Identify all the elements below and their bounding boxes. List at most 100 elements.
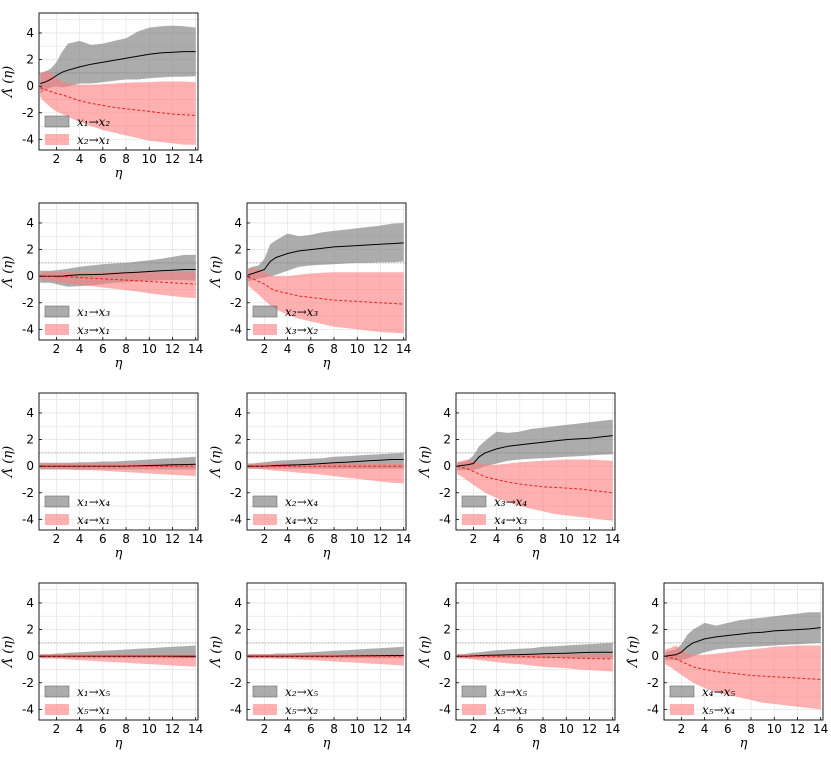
x-tick-label: 4 <box>76 342 84 356</box>
panel-5: 2 4 6 8 10 12 14 -4 -2 0 2 4 η Λ̂ (η) x₂→x₄ x₄→x₂ <box>209 392 411 561</box>
plot-area <box>457 642 613 672</box>
x-tick-label: 8 <box>122 152 130 166</box>
legend-label: x₅→x₄ <box>702 703 735 717</box>
x-tick-label: 4 <box>493 532 501 546</box>
x-tick-label: 14 <box>396 342 411 356</box>
y-tick-label: 2 <box>443 433 451 447</box>
series-line <box>40 275 196 285</box>
legend-swatch <box>253 514 277 525</box>
y-tick-label: 2 <box>234 243 242 257</box>
x-tick-label: 6 <box>516 532 524 546</box>
panel-3: 2 4 6 8 10 12 14 -4 -2 0 2 4 η Λ̂ (η) x₂→x₃ x₃→x₂ <box>209 202 411 371</box>
x-tick-label: 6 <box>99 532 107 546</box>
y-axis-label: Λ̂ (η) <box>626 636 641 668</box>
y-tick-label: 2 <box>234 623 242 637</box>
x-axis-label: η <box>323 736 331 751</box>
legend-swatch <box>461 495 487 508</box>
x-tick-label: 2 <box>53 532 61 546</box>
legend-label: x₅→x₃ <box>494 703 527 717</box>
legend-label: x₃→x₄ <box>494 495 527 509</box>
axes-frame <box>246 582 407 721</box>
x-tick-label: 4 <box>493 722 501 736</box>
legend-swatch <box>462 704 486 715</box>
y-tick-label: 2 <box>26 433 34 447</box>
confidence-band <box>457 419 613 471</box>
x-tick-label: 8 <box>330 722 338 736</box>
y-axis-label: Λ̂ (η) <box>1 66 16 98</box>
x-axis-label: η <box>115 546 123 561</box>
y-axis-label: Λ̂ (η) <box>209 256 224 288</box>
x-tick-label: 12 <box>165 342 180 356</box>
legend-label: x₃→x₁ <box>77 323 110 337</box>
legend-swatch <box>253 324 277 335</box>
series-line <box>457 651 613 657</box>
plot-area <box>457 419 613 521</box>
series-line <box>40 87 196 116</box>
legend-swatch <box>461 685 487 698</box>
x-tick-label: 12 <box>582 722 597 736</box>
x-tick-label: 4 <box>76 532 84 546</box>
x-tick-label: 10 <box>559 532 574 546</box>
legend-swatch <box>45 704 69 715</box>
confidence-band <box>248 223 404 282</box>
legend-swatch <box>45 514 69 525</box>
confidence-band <box>248 654 404 666</box>
series-line <box>665 655 821 680</box>
confidence-band <box>40 272 196 299</box>
legend-swatch <box>252 495 278 508</box>
x-tick-label: 14 <box>396 532 411 546</box>
series-line <box>40 51 196 84</box>
y-tick-label: -2 <box>230 676 242 690</box>
x-tick-label: 6 <box>307 532 315 546</box>
y-tick-label: 2 <box>26 53 34 67</box>
confidence-band <box>40 463 196 477</box>
y-tick-label: -2 <box>22 676 34 690</box>
y-axis-label: Λ̂ (η) <box>1 446 16 478</box>
x-tick-label: 8 <box>330 532 338 546</box>
x-tick-label: 4 <box>284 532 292 546</box>
y-tick-label: -2 <box>230 296 242 310</box>
panel-9: 2 4 6 8 10 12 14 -4 -2 0 2 4 η Λ̂ (η) x₃→x₅ x₅→x₃ <box>418 582 620 751</box>
legend: x₁→x₃ x₃→x₁ <box>44 305 110 337</box>
confidence-band <box>665 612 821 661</box>
legend-label: x₄→x₁ <box>77 513 110 527</box>
y-tick-label: 4 <box>234 406 242 420</box>
legend: x₁→x₅ x₅→x₁ <box>44 685 110 717</box>
x-tick-label: 10 <box>767 722 782 736</box>
y-tick-label: 4 <box>26 406 34 420</box>
legend: x₂→x₄ x₄→x₂ <box>252 495 318 527</box>
x-tick-label: 10 <box>350 532 365 546</box>
y-tick-label: 4 <box>443 596 451 610</box>
plot-area <box>665 612 821 710</box>
plot-area <box>40 254 196 299</box>
x-tick-label: 6 <box>99 152 107 166</box>
y-tick-label: 2 <box>26 623 34 637</box>
confidence-band <box>40 654 196 667</box>
legend: x₁→x₄ x₄→x₁ <box>44 495 110 527</box>
plot-area <box>248 223 404 334</box>
x-axis-label: η <box>532 736 540 751</box>
x-tick-label: 10 <box>142 342 157 356</box>
legend-label: x₁→x₅ <box>77 685 110 699</box>
x-tick-label: 8 <box>122 342 130 356</box>
x-tick-label: 4 <box>701 722 709 736</box>
panel-7: 2 4 6 8 10 12 14 -4 -2 0 2 4 η Λ̂ (η) x₁→x₅ x₅→x₁ <box>1 582 203 751</box>
x-tick-label: 14 <box>188 342 203 356</box>
legend-label: x₂→x₁ <box>77 133 110 147</box>
x-tick-label: 4 <box>284 722 292 736</box>
series-line <box>457 435 613 467</box>
panel-4: 2 4 6 8 10 12 14 -4 -2 0 2 4 η Λ̂ (η) x₁→x₄ x₄→x₁ <box>1 392 203 561</box>
x-tick-label: 10 <box>350 722 365 736</box>
legend-swatch <box>44 495 70 508</box>
x-tick-label: 6 <box>724 722 732 736</box>
y-tick-label: -2 <box>22 106 34 120</box>
legend-label: x₂→x₃ <box>285 305 318 319</box>
legend-label: x₂→x₄ <box>285 495 318 509</box>
legend-label: x₄→x₂ <box>285 513 318 527</box>
y-axis-label: Λ̂ (η) <box>209 636 224 668</box>
legend-swatch <box>669 685 695 698</box>
x-tick-label: 12 <box>790 722 805 736</box>
x-tick-label: 12 <box>373 722 388 736</box>
x-tick-label: 10 <box>559 722 574 736</box>
